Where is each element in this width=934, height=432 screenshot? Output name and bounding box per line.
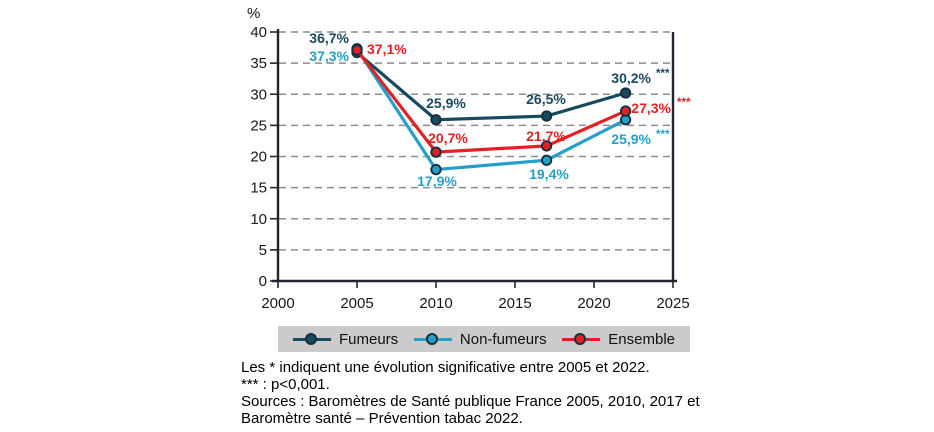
y-tick-label: 25 bbox=[250, 117, 267, 134]
legend-item-fumeurs: Fumeurs bbox=[293, 331, 398, 348]
data-label: 17,9% bbox=[417, 173, 457, 189]
x-tick-label: 2015 bbox=[498, 295, 531, 312]
x-tick-label: 2025 bbox=[656, 295, 689, 312]
series-line-non-fumeurs bbox=[355, 47, 627, 172]
data-label: 20,7% bbox=[428, 130, 468, 146]
legend-marker-dot bbox=[305, 332, 317, 345]
data-label: 21,7% bbox=[526, 128, 566, 144]
significance-stars: *** bbox=[656, 129, 670, 141]
chart-legend: Fumeurs Non-fumeurs Ensemble bbox=[278, 326, 690, 352]
data-point-fumeurs bbox=[540, 110, 553, 122]
note-asterisk-meaning: Les * indiquent une évolution significat… bbox=[241, 359, 650, 376]
fumeurs-swatch bbox=[293, 332, 331, 346]
data-label: 30,2% bbox=[611, 70, 651, 86]
data-label: 36,7% bbox=[309, 30, 349, 46]
significance-stars: *** bbox=[656, 68, 670, 80]
data-point-ensemble bbox=[351, 44, 363, 56]
legend-label-fumeurs: Fumeurs bbox=[339, 330, 399, 348]
x-tick-label: 2000 bbox=[261, 295, 294, 312]
data-label: 19,4% bbox=[529, 166, 569, 182]
data-point-fumeurs bbox=[430, 114, 442, 126]
significance-stars: *** bbox=[677, 97, 691, 109]
y-tick-label: 10 bbox=[250, 211, 267, 228]
data-label: 37,1% bbox=[367, 41, 407, 57]
y-tick-label: 5 bbox=[259, 242, 267, 259]
data-label: 26,5% bbox=[526, 91, 566, 107]
data-point-fumeurs bbox=[619, 87, 632, 99]
y-tick-label: 40 bbox=[250, 24, 267, 41]
data-point-non-fumeurs bbox=[430, 163, 442, 176]
x-tick-label: 2005 bbox=[340, 295, 373, 312]
legend-marker-dot bbox=[425, 332, 438, 345]
y-tick-label: 30 bbox=[250, 86, 267, 103]
y-axis-unit-label: % bbox=[247, 5, 260, 22]
data-label: 27,3% bbox=[631, 100, 671, 116]
legend-label-ensemble: Ensemble bbox=[608, 330, 675, 348]
legend-item-non-fumeurs: Non-fumeurs bbox=[413, 330, 547, 348]
data-point-ensemble bbox=[540, 140, 553, 152]
y-tick-label: 0 bbox=[259, 273, 267, 290]
data-label: 25,9% bbox=[611, 131, 651, 147]
data-point-ensemble bbox=[430, 146, 442, 158]
y-tick-label: 35 bbox=[250, 55, 267, 72]
y-tick-label: 15 bbox=[250, 180, 267, 197]
figure-notes: Les * indiquent une évolution significat… bbox=[241, 359, 700, 427]
note-p-value: *** : p<0,001. bbox=[241, 376, 330, 393]
data-point-ensemble bbox=[619, 105, 632, 117]
note-sources-line-2: Baromètre santé – Prévention tabac 2022. bbox=[241, 410, 523, 427]
data-label: 25,9% bbox=[426, 95, 466, 111]
legend-label-non-fumeurs: Non-fumeurs bbox=[459, 330, 547, 348]
data-label: 37,3% bbox=[309, 48, 349, 64]
ensemble-swatch bbox=[562, 332, 601, 346]
series-line-ensemble bbox=[355, 49, 627, 154]
x-tick-label: 2020 bbox=[577, 295, 610, 312]
legend-marker-dot bbox=[574, 332, 587, 345]
note-sources-line-1: Sources : Baromètres de Santé publique F… bbox=[241, 393, 700, 410]
legend-item-ensemble: Ensemble bbox=[562, 331, 675, 348]
y-tick-label: 20 bbox=[250, 149, 267, 166]
data-point-non-fumeurs bbox=[540, 154, 553, 166]
non-fumeurs-swatch bbox=[413, 332, 452, 346]
series-line-fumeurs bbox=[355, 51, 627, 122]
x-tick-label: 2010 bbox=[419, 295, 452, 312]
